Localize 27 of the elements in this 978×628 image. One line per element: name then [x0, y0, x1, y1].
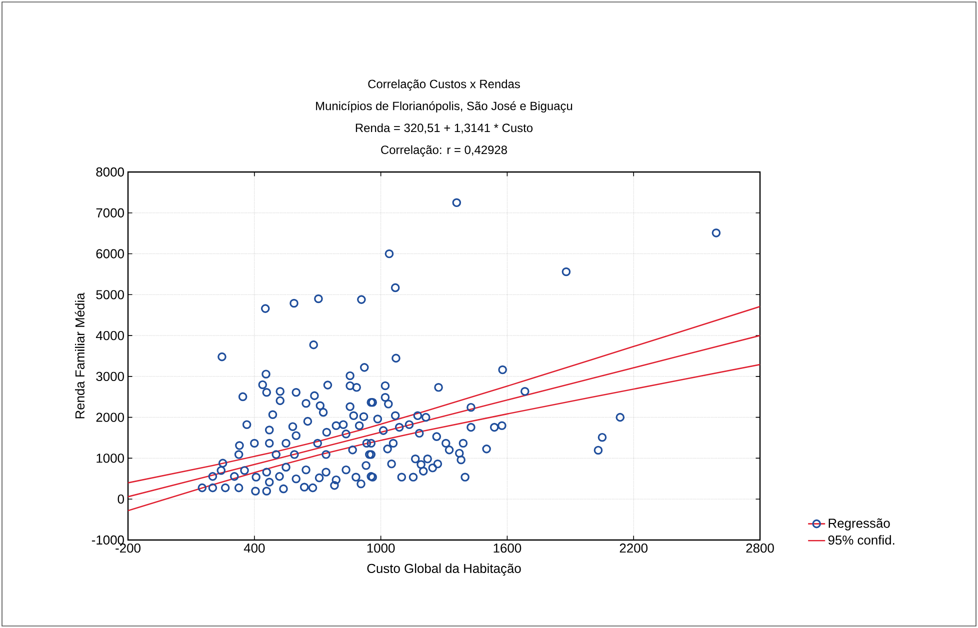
text: Correlação: r = 0,42928	[381, 145, 507, 156]
y-tick-label: 3000	[96, 372, 124, 382]
chart-subtitle: Municípios de Florianópolis, São José e Biguaçu	[316, 101, 572, 113]
line-series	[128, 334, 760, 498]
y-tick-label: 2000	[96, 412, 124, 422]
y-tick-label: 8000	[96, 167, 124, 177]
legend-label: Regressão	[828, 518, 890, 530]
y-tick-label: -1000	[92, 535, 124, 545]
x-tick-label: -200	[116, 544, 140, 553]
y-tick-label: 4000	[96, 330, 124, 340]
x-tick-label: 2200	[620, 544, 648, 553]
text: Renda = 320,51 + 1,3141 * Custo	[356, 123, 533, 134]
y-axis-title: Renda Familiar Média	[74, 292, 85, 418]
x-tick-label: 400	[244, 544, 265, 553]
chart-title: Correlação Custos x Rendas	[368, 79, 520, 91]
y-tick-label: 1000	[96, 454, 124, 463]
x-tick-label: 2800	[746, 544, 774, 553]
legend-label: 95% confid.	[828, 535, 894, 545]
y-tick-label: 6000	[96, 249, 124, 258]
x-axis-title: Custo Global da Habitação	[367, 564, 521, 576]
y-tick-label: 7000	[96, 208, 124, 218]
y-tick-label: 5000	[96, 290, 124, 300]
line-series	[128, 306, 760, 484]
x-tick-label: 1600	[494, 544, 522, 553]
x-tick-label: 1000	[367, 544, 395, 553]
y-tick-label: 0	[118, 494, 124, 504]
line-series	[128, 364, 760, 512]
